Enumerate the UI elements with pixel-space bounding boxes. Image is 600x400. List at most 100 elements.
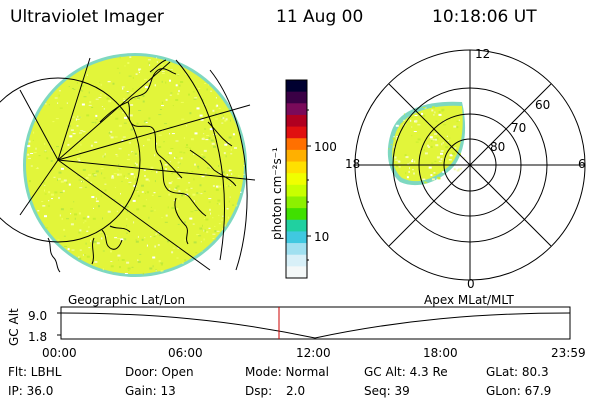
pixel-noise: [88, 104, 92, 106]
pixel-noise: [169, 69, 173, 71]
pixel-noise: [460, 167, 462, 170]
pixel-noise: [148, 117, 151, 120]
pixel-noise: [35, 147, 37, 150]
pixel-noise: [126, 159, 130, 160]
pixel-noise: [121, 139, 124, 142]
pixel-noise: [454, 167, 456, 168]
pixel-noise: [458, 168, 462, 170]
pixel-noise: [128, 142, 130, 144]
pixel-noise: [210, 90, 213, 92]
pixel-noise: [453, 125, 457, 128]
pixel-noise: [422, 178, 426, 180]
pixel-noise: [92, 217, 96, 220]
pixel-noise: [82, 180, 83, 183]
pixel-noise: [430, 138, 434, 140]
pixel-noise: [231, 173, 233, 175]
pixel-noise: [412, 169, 414, 171]
pixel-noise: [114, 237, 118, 239]
pixel-noise: [175, 84, 178, 87]
pixel-noise: [87, 74, 88, 76]
pixel-noise: [33, 152, 37, 154]
pixel-noise: [91, 107, 94, 108]
pixel-noise: [150, 137, 152, 139]
pixel-noise: [190, 138, 194, 141]
pixel-noise: [59, 214, 61, 217]
dsp-label: Dsp:: [245, 384, 273, 398]
pixel-noise: [188, 187, 190, 189]
pixel-noise: [181, 194, 184, 197]
pixel-noise: [415, 141, 419, 143]
coastline: [91, 237, 95, 265]
pixel-noise: [78, 160, 81, 162]
pixel-noise: [228, 185, 230, 188]
pixel-noise: [99, 81, 101, 83]
pixel-noise: [224, 119, 227, 122]
pixel-noise: [194, 163, 196, 166]
pixel-noise: [171, 173, 174, 175]
altitude-panel: [57, 306, 571, 340]
pixel-noise: [127, 114, 129, 116]
pixel-noise: [54, 97, 58, 99]
pixel-noise: [150, 71, 154, 74]
pixel-noise: [103, 177, 106, 179]
colorbar-swatch: [286, 91, 307, 104]
pixel-noise: [430, 145, 433, 148]
pixel-noise: [424, 152, 428, 155]
pixel-noise: [113, 199, 116, 201]
pixel-noise: [63, 179, 67, 182]
pixel-noise: [423, 114, 426, 117]
pixel-noise: [150, 166, 154, 169]
pixel-noise: [95, 114, 98, 117]
gain-info: Gain: 13: [125, 384, 176, 398]
pixel-noise: [434, 174, 438, 176]
pixel-noise: [174, 157, 176, 159]
pixel-noise: [175, 187, 178, 189]
pixel-noise: [102, 250, 105, 252]
pixel-noise: [214, 230, 217, 233]
pixel-noise: [448, 159, 452, 161]
pixel-noise: [70, 208, 74, 210]
pixel-noise: [165, 81, 167, 84]
pixel-noise: [117, 259, 119, 261]
pixel-noise: [72, 116, 75, 118]
pixel-noise: [82, 217, 86, 220]
pixel-noise: [114, 136, 118, 138]
latlon-grid: [0, 57, 256, 271]
pixel-noise: [132, 199, 136, 202]
colorbar-swatch: [286, 149, 307, 163]
pixel-noise: [174, 188, 177, 190]
pixel-noise: [91, 196, 95, 198]
pixel-noise: [161, 217, 163, 219]
pixel-noise: [135, 163, 138, 166]
pixel-noise: [95, 200, 99, 202]
pixel-noise: [388, 148, 390, 150]
pixel-noise: [119, 72, 121, 74]
pixel-noise: [99, 233, 103, 235]
pixel-noise: [91, 121, 95, 123]
pixel-noise: [124, 65, 126, 67]
pixel-noise: [118, 148, 122, 150]
pixel-noise: [153, 236, 156, 238]
pixel-noise: [422, 107, 426, 109]
pixel-noise: [152, 265, 154, 268]
glon-info: GLon: 67.9: [486, 384, 552, 398]
pixel-noise: [176, 185, 180, 188]
pixel-noise: [175, 99, 179, 101]
coastline: [47, 237, 61, 273]
pixel-noise: [95, 118, 98, 120]
pixel-noise: [179, 84, 181, 87]
pixel-noise: [153, 192, 156, 194]
pixel-noise: [212, 109, 215, 112]
pixel-noise: [396, 165, 399, 168]
alt-tick-9: 9.0: [28, 309, 48, 323]
observation-date: 11 Aug 00: [276, 7, 364, 27]
pixel-noise: [123, 122, 127, 124]
pixel-noise: [218, 171, 220, 173]
pixel-noise: [203, 238, 205, 241]
pixel-noise: [54, 191, 58, 194]
pixel-noise: [170, 92, 173, 94]
pixel-noise: [94, 141, 98, 143]
mlt-label-0: 0: [467, 277, 475, 291]
pixel-noise: [197, 192, 200, 194]
pixel-noise: [203, 190, 206, 192]
